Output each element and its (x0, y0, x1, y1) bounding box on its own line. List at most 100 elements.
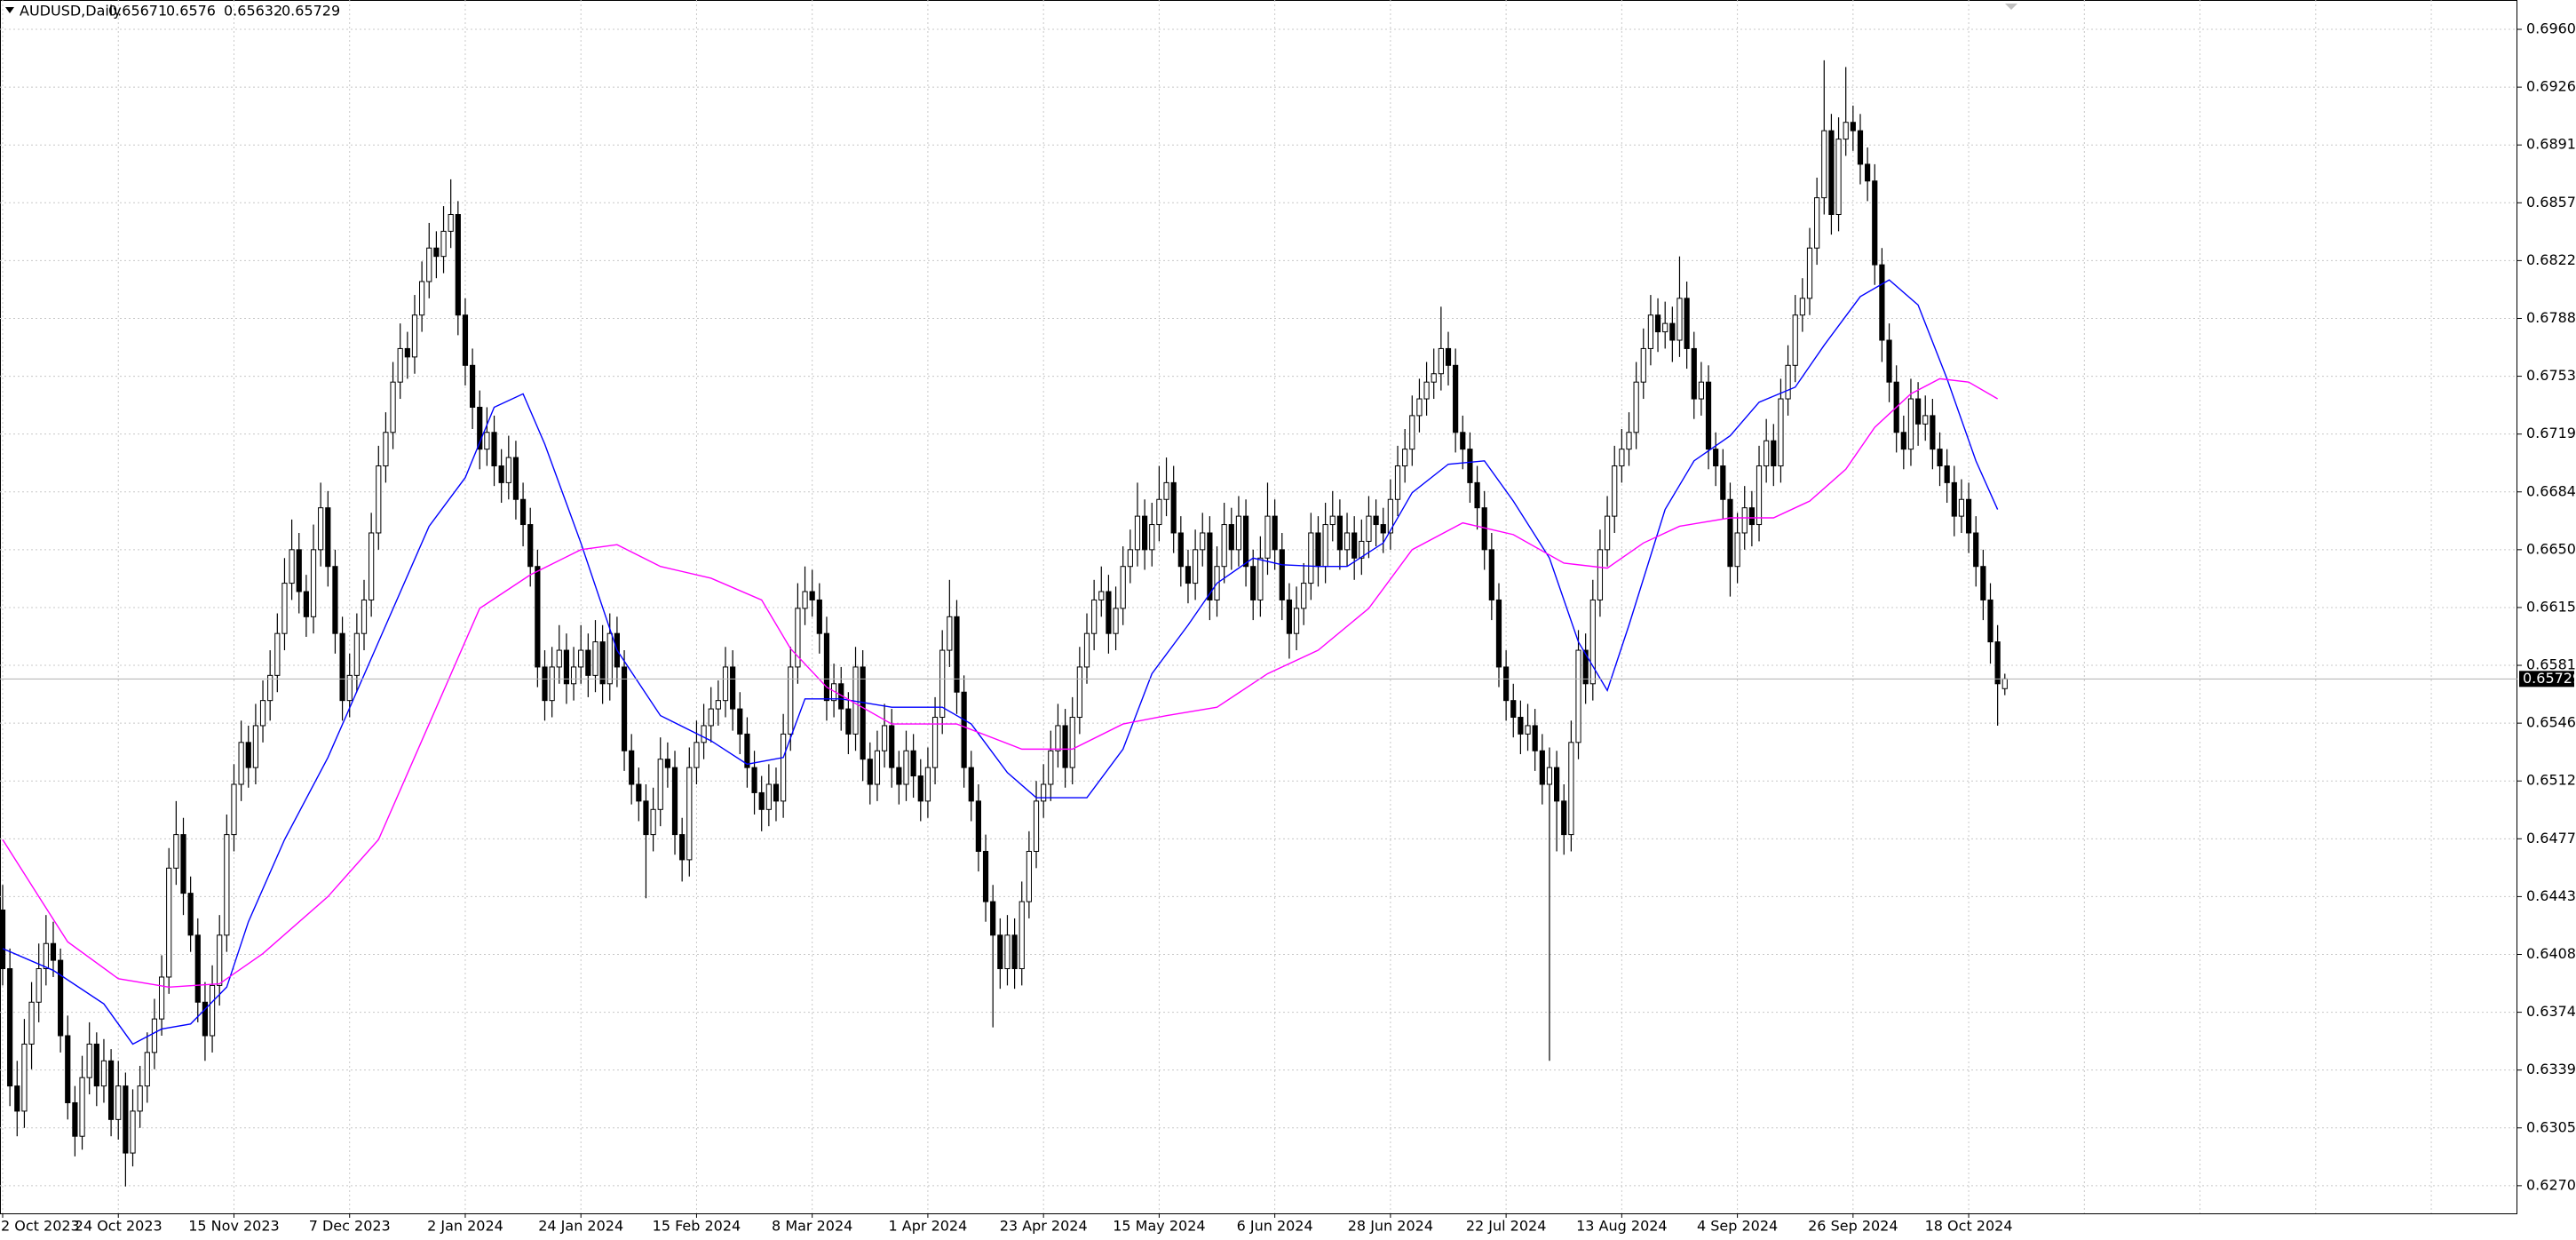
candle-body (1965, 498, 1972, 534)
header-high: 0.6576 (166, 3, 216, 20)
x-tick-label: 26 Sep 2024 (1808, 1218, 1898, 1235)
x-tick-label: 2 Oct 2023 (1, 1218, 80, 1235)
price-tag-label: 0.65729 (2523, 670, 2576, 687)
candle-body (1857, 130, 1864, 165)
candle-body (1235, 515, 1242, 551)
candle-body (1771, 440, 1777, 467)
candle-body (404, 347, 410, 358)
candle-body (636, 783, 642, 802)
candle-body (411, 314, 418, 358)
candle-body (1488, 549, 1494, 600)
candle-body (1264, 515, 1271, 559)
candle-body (1597, 549, 1604, 600)
candle-body (224, 834, 230, 936)
candle-body (542, 666, 548, 702)
candle-body (1835, 139, 1842, 216)
candle-body (209, 984, 216, 1037)
candle-body (433, 247, 440, 258)
x-tick-label: 15 Feb 2024 (653, 1218, 741, 1235)
candle-body (758, 791, 765, 810)
candle-body (1662, 322, 1668, 333)
candle-body (1113, 608, 1119, 634)
header-arrow (5, 7, 14, 13)
candle-body (1069, 717, 1075, 768)
candle-body (318, 507, 324, 551)
candle-body (1055, 725, 1061, 751)
overlay-line (2, 279, 1999, 1045)
candle-body (744, 733, 750, 768)
candle-body (397, 347, 403, 383)
candle-body (1865, 163, 1871, 182)
candle-body (874, 750, 881, 785)
candle-body (1554, 767, 1560, 802)
candle-body (180, 834, 186, 894)
candle-body (43, 942, 49, 970)
candle-body (954, 616, 960, 693)
candle-body (881, 725, 888, 751)
candle-body (701, 725, 707, 743)
candle-body (1525, 725, 1531, 735)
x-tick-label: 8 Mar 2024 (772, 1218, 852, 1235)
candle-body (440, 230, 447, 258)
candle-body (158, 976, 165, 1020)
candle-body (274, 632, 281, 676)
candle-body (144, 1052, 150, 1087)
candle-body (1301, 583, 1307, 609)
candle-body (130, 1110, 136, 1154)
candle-body (1431, 373, 1437, 383)
candle-body (100, 1060, 107, 1087)
x-tick-label: 13 Aug 2024 (1576, 1218, 1668, 1235)
candle-body (867, 759, 873, 785)
candle-body (1850, 122, 1856, 131)
candle-body (1907, 398, 1914, 450)
candle-body (79, 1077, 85, 1137)
y-tick-label: 0.63395 (2526, 1061, 2576, 1077)
x-tick-label: 15 Nov 2023 (188, 1218, 279, 1235)
candle-body (1460, 432, 1466, 450)
y-tick-label: 0.66155 (2526, 598, 2576, 615)
candle-body (679, 834, 686, 861)
x-tick-label: 24 Oct 2023 (75, 1218, 162, 1235)
candle-body (1951, 481, 1957, 517)
header-low: 0.65632 (224, 3, 282, 20)
candle-body (823, 632, 830, 702)
candle-body (1647, 314, 1654, 349)
candle-body (238, 742, 244, 785)
x-tick-label: 28 Jun 2024 (1348, 1218, 1433, 1235)
candle-body (939, 649, 946, 719)
candle-body (1250, 566, 1256, 600)
candle-body (975, 800, 982, 852)
candle-body (1062, 725, 1068, 768)
candle-body (259, 700, 266, 727)
candle-body (643, 800, 649, 836)
candle-body (1193, 549, 1199, 584)
candle-body (1200, 532, 1206, 551)
candle-body (1228, 524, 1234, 551)
candle-body (1806, 247, 1813, 299)
candle-body (788, 666, 794, 735)
candle-body (694, 742, 700, 768)
candle-body (332, 566, 338, 634)
candle-body (730, 666, 736, 710)
candle-body (505, 457, 511, 483)
candle-body (1575, 649, 1581, 743)
candle-body (455, 214, 461, 316)
candle-body (1748, 507, 1755, 526)
x-tick-label: 7 Dec 2023 (309, 1218, 391, 1235)
x-tick-label: 18 Oct 2024 (1925, 1218, 2013, 1235)
candle-body (1518, 717, 1524, 735)
candle-body (931, 717, 939, 768)
candle-body (1011, 934, 1018, 970)
candle-body (1149, 524, 1155, 551)
candle-body (217, 934, 223, 986)
candle-body (1293, 608, 1300, 634)
candle-body (1814, 197, 1820, 249)
candle-body (1612, 465, 1618, 517)
candle-body (535, 566, 541, 668)
